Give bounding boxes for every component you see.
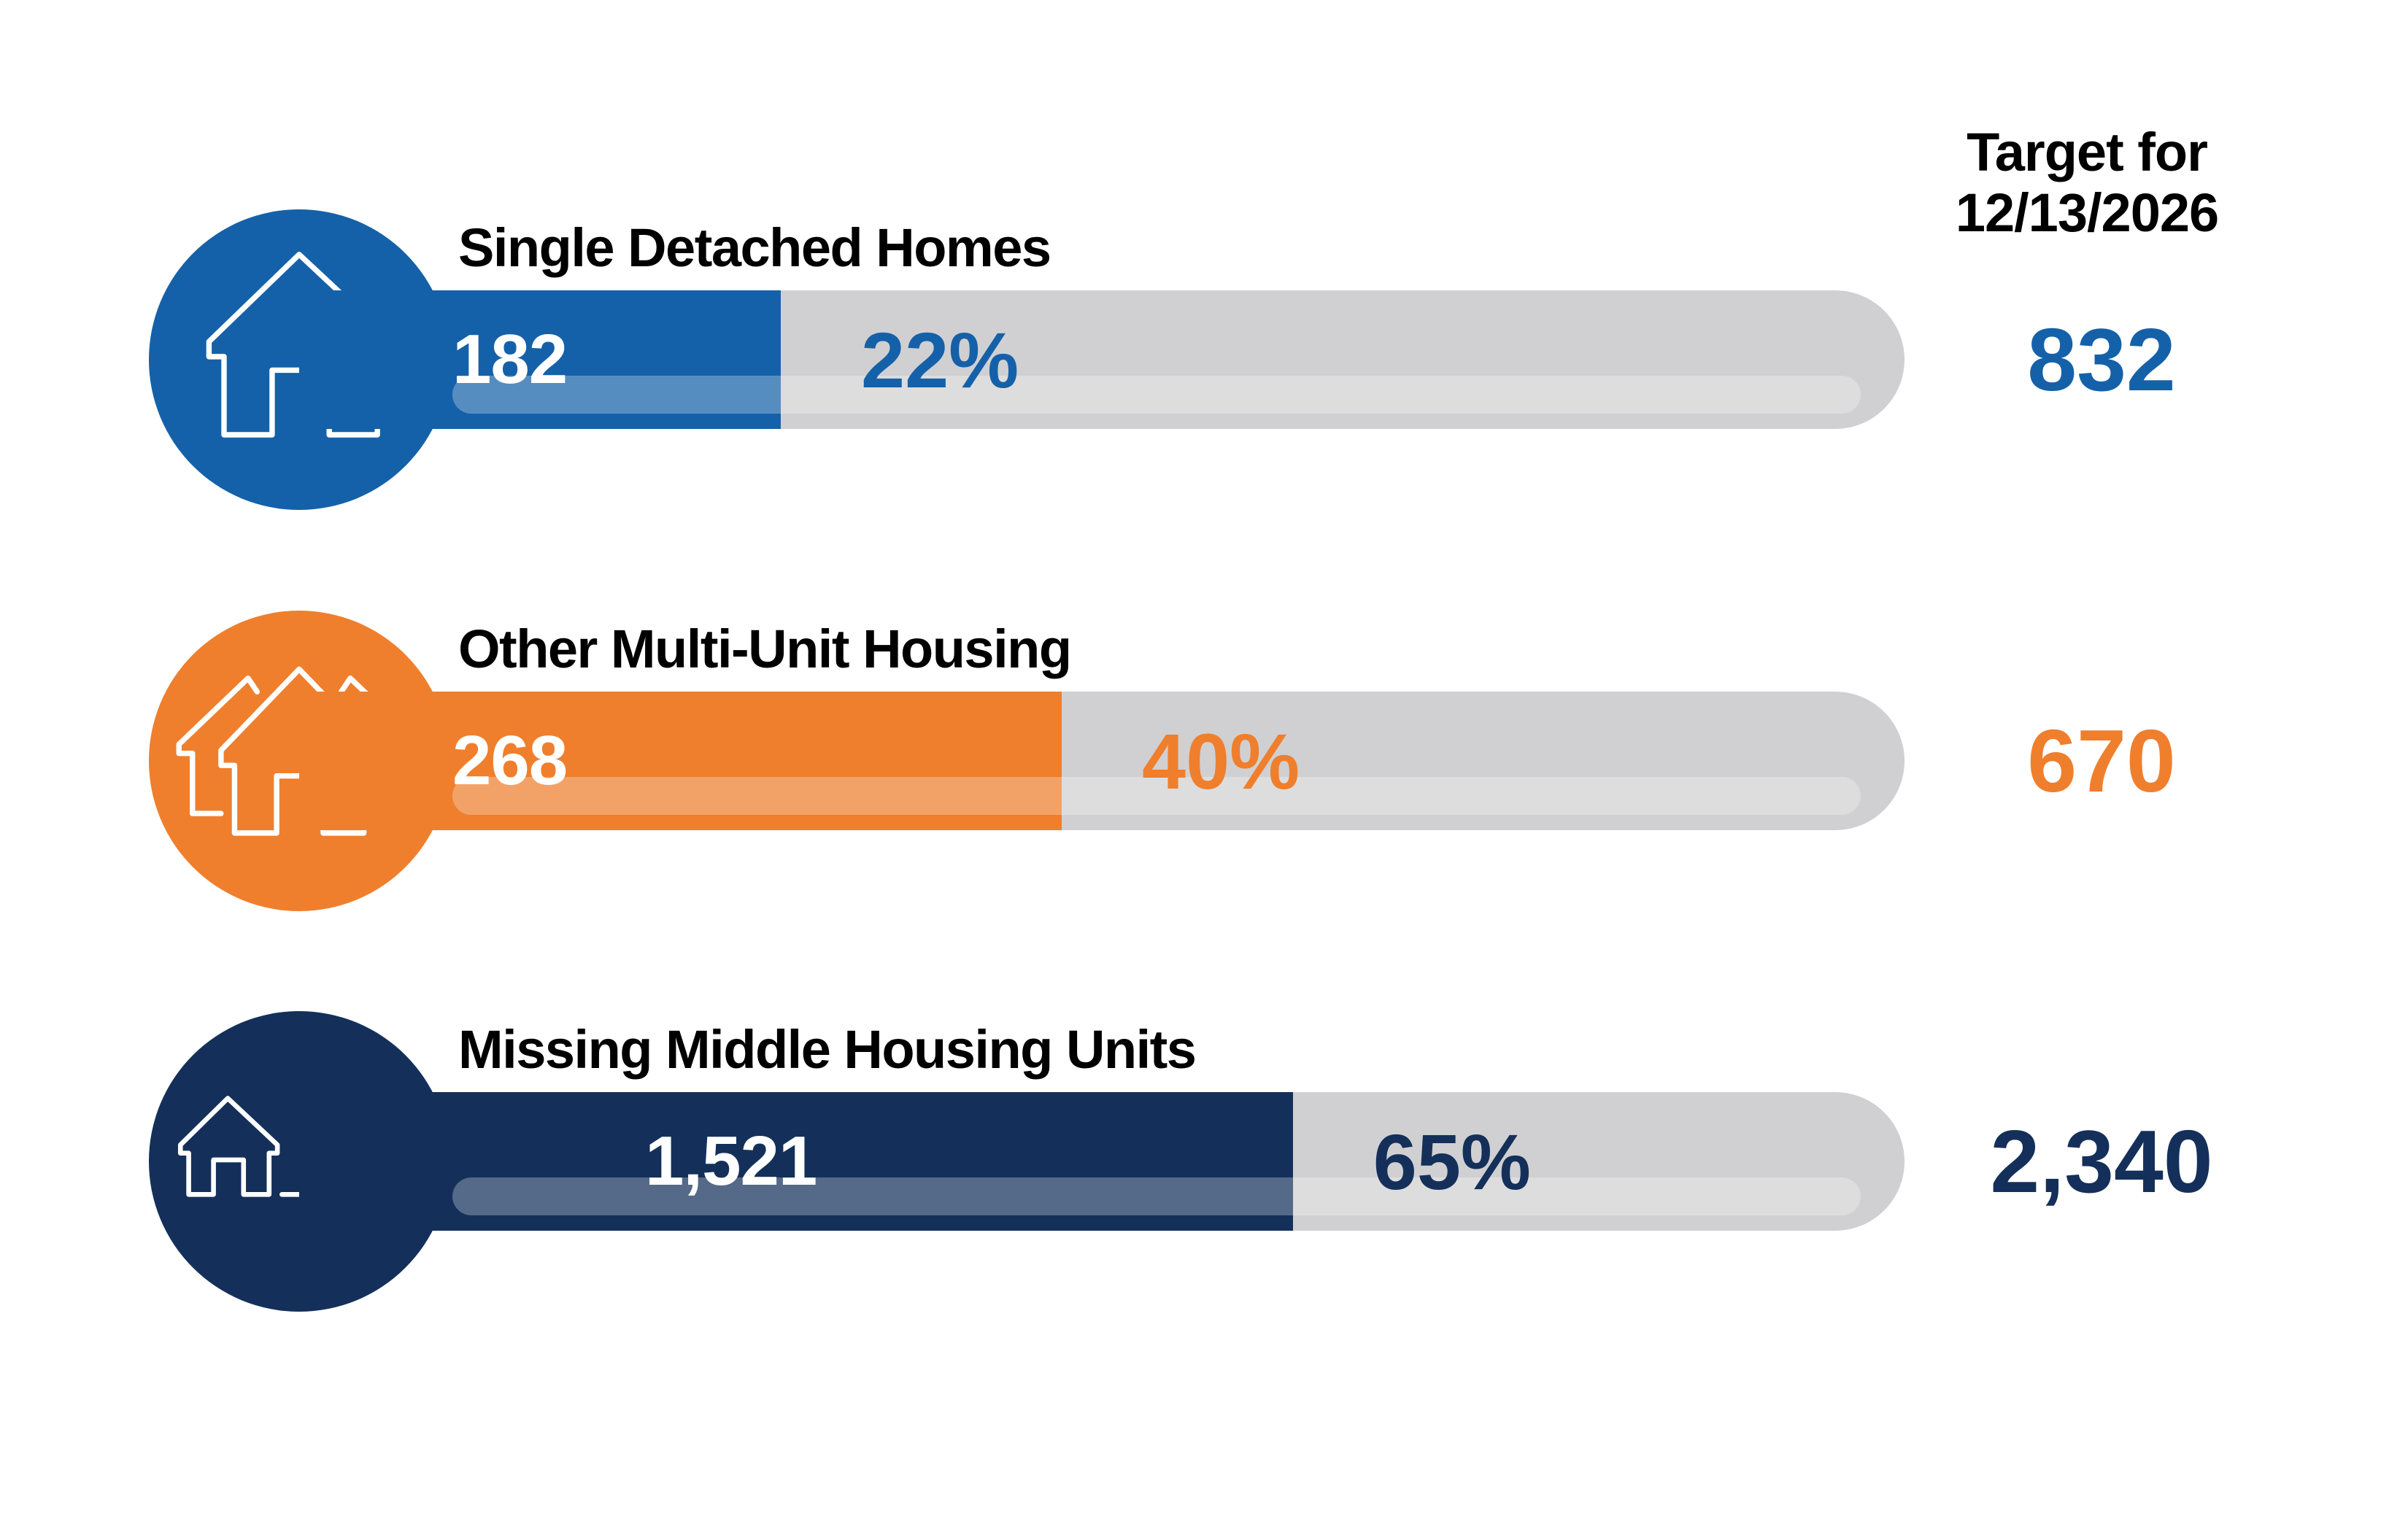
target-header: Target for 12/13/2026 (1883, 122, 2291, 244)
progress-percent-label: 65% (1373, 1117, 1531, 1206)
row-missing-middle-housing-units: Missing Middle Housing Units 1,521 65% 2… (0, 1011, 2408, 1312)
progress-highlight (452, 376, 1861, 414)
row-single-detached-homes: Single Detached Homes 182 22% 832 (0, 209, 2408, 510)
row-title: Single Detached Homes (458, 217, 1051, 278)
row-other-multi-unit-housing: Other Multi-Unit Housing 268 40% 670 (0, 611, 2408, 911)
progress-percent-label: 22% (861, 315, 1019, 404)
progress-fill (299, 1092, 1293, 1231)
progress-highlight (452, 1177, 1861, 1215)
progress-value-label: 268 (452, 721, 568, 800)
progress-fill (299, 692, 1062, 830)
row-title: Missing Middle Housing Units (458, 1019, 1197, 1080)
progress-highlight (452, 777, 1861, 815)
progress-percent-label: 40% (1142, 716, 1300, 805)
target-header-line2: 12/13/2026 (1955, 182, 2219, 243)
target-header-line1: Target for (1967, 122, 2208, 182)
progress-track: 182 22% (299, 290, 1905, 429)
target-value: 670 (2027, 711, 2176, 811)
row-title: Other Multi-Unit Housing (458, 619, 1072, 679)
progress-track: 268 40% (299, 692, 1905, 830)
progress-value-label: 182 (452, 320, 568, 398)
target-value: 2,340 (1990, 1112, 2213, 1211)
progress-value-label: 1,521 (645, 1122, 817, 1200)
target-value: 832 (2027, 310, 2176, 409)
progress-fill (299, 290, 781, 429)
progress-track: 1,521 65% (299, 1092, 1905, 1231)
